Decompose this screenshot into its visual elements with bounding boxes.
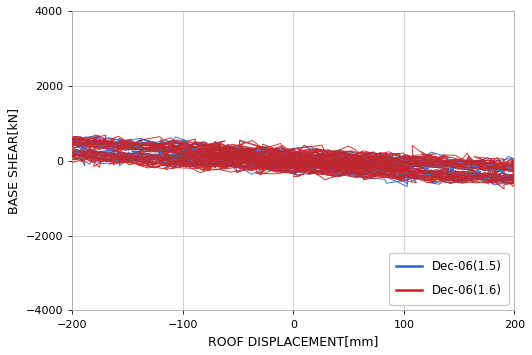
Y-axis label: BASE SHEAR[kN]: BASE SHEAR[kN] [7, 108, 20, 214]
Legend: Dec-06(1.5), Dec-06(1.6): Dec-06(1.5), Dec-06(1.6) [389, 253, 509, 305]
X-axis label: ROOF DISPLACEMENT[mm]: ROOF DISPLACEMENT[mm] [208, 335, 378, 348]
